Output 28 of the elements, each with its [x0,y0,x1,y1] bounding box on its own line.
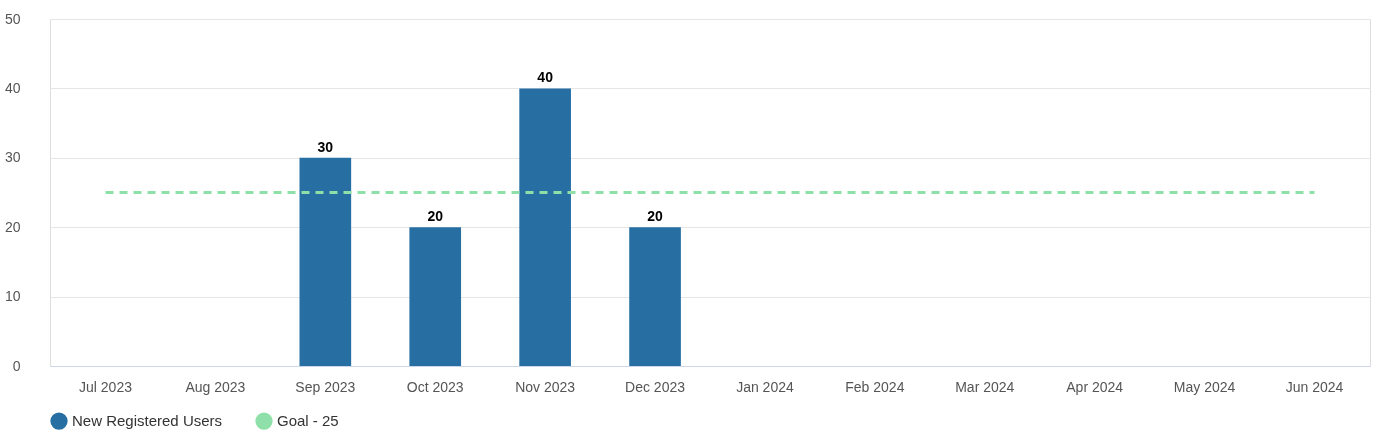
x-tick-label: Nov 2023 [515,378,576,395]
x-tick-label: May 2024 [1173,378,1236,395]
x-tick-label: Jan 2024 [736,378,794,395]
x-tick-label: Oct 2023 [406,378,464,395]
bar [519,88,571,366]
legend-label: Goal - 25 [277,412,339,430]
x-tick-label: Feb 2024 [845,378,905,395]
y-tick-label: 30 [4,149,21,166]
legend-label: New Registered Users [72,412,223,430]
x-tick-label: Jul 2023 [79,378,133,395]
y-tick-label: 20 [4,218,21,235]
y-tick-label: 40 [4,79,21,96]
bar [409,227,462,366]
bar [299,157,352,366]
x-tick-label: Mar 2024 [955,378,1015,395]
x-tick-label: Aug 2023 [185,378,246,395]
y-tick-label: 10 [4,288,21,305]
data-label: 20 [647,208,664,225]
data-label: 40 [537,69,554,86]
x-tick-label: Apr 2024 [1066,378,1124,395]
x-tick-label: Jun 2024 [1285,378,1344,395]
data-label: 20 [427,208,444,225]
data-label: 30 [317,138,334,155]
y-tick-label: 0 [12,357,21,374]
y-tick-label: 50 [4,10,21,27]
x-tick-label: Sep 2023 [295,378,356,395]
x-tick-label: Dec 2023 [625,378,686,395]
bar [629,227,681,366]
